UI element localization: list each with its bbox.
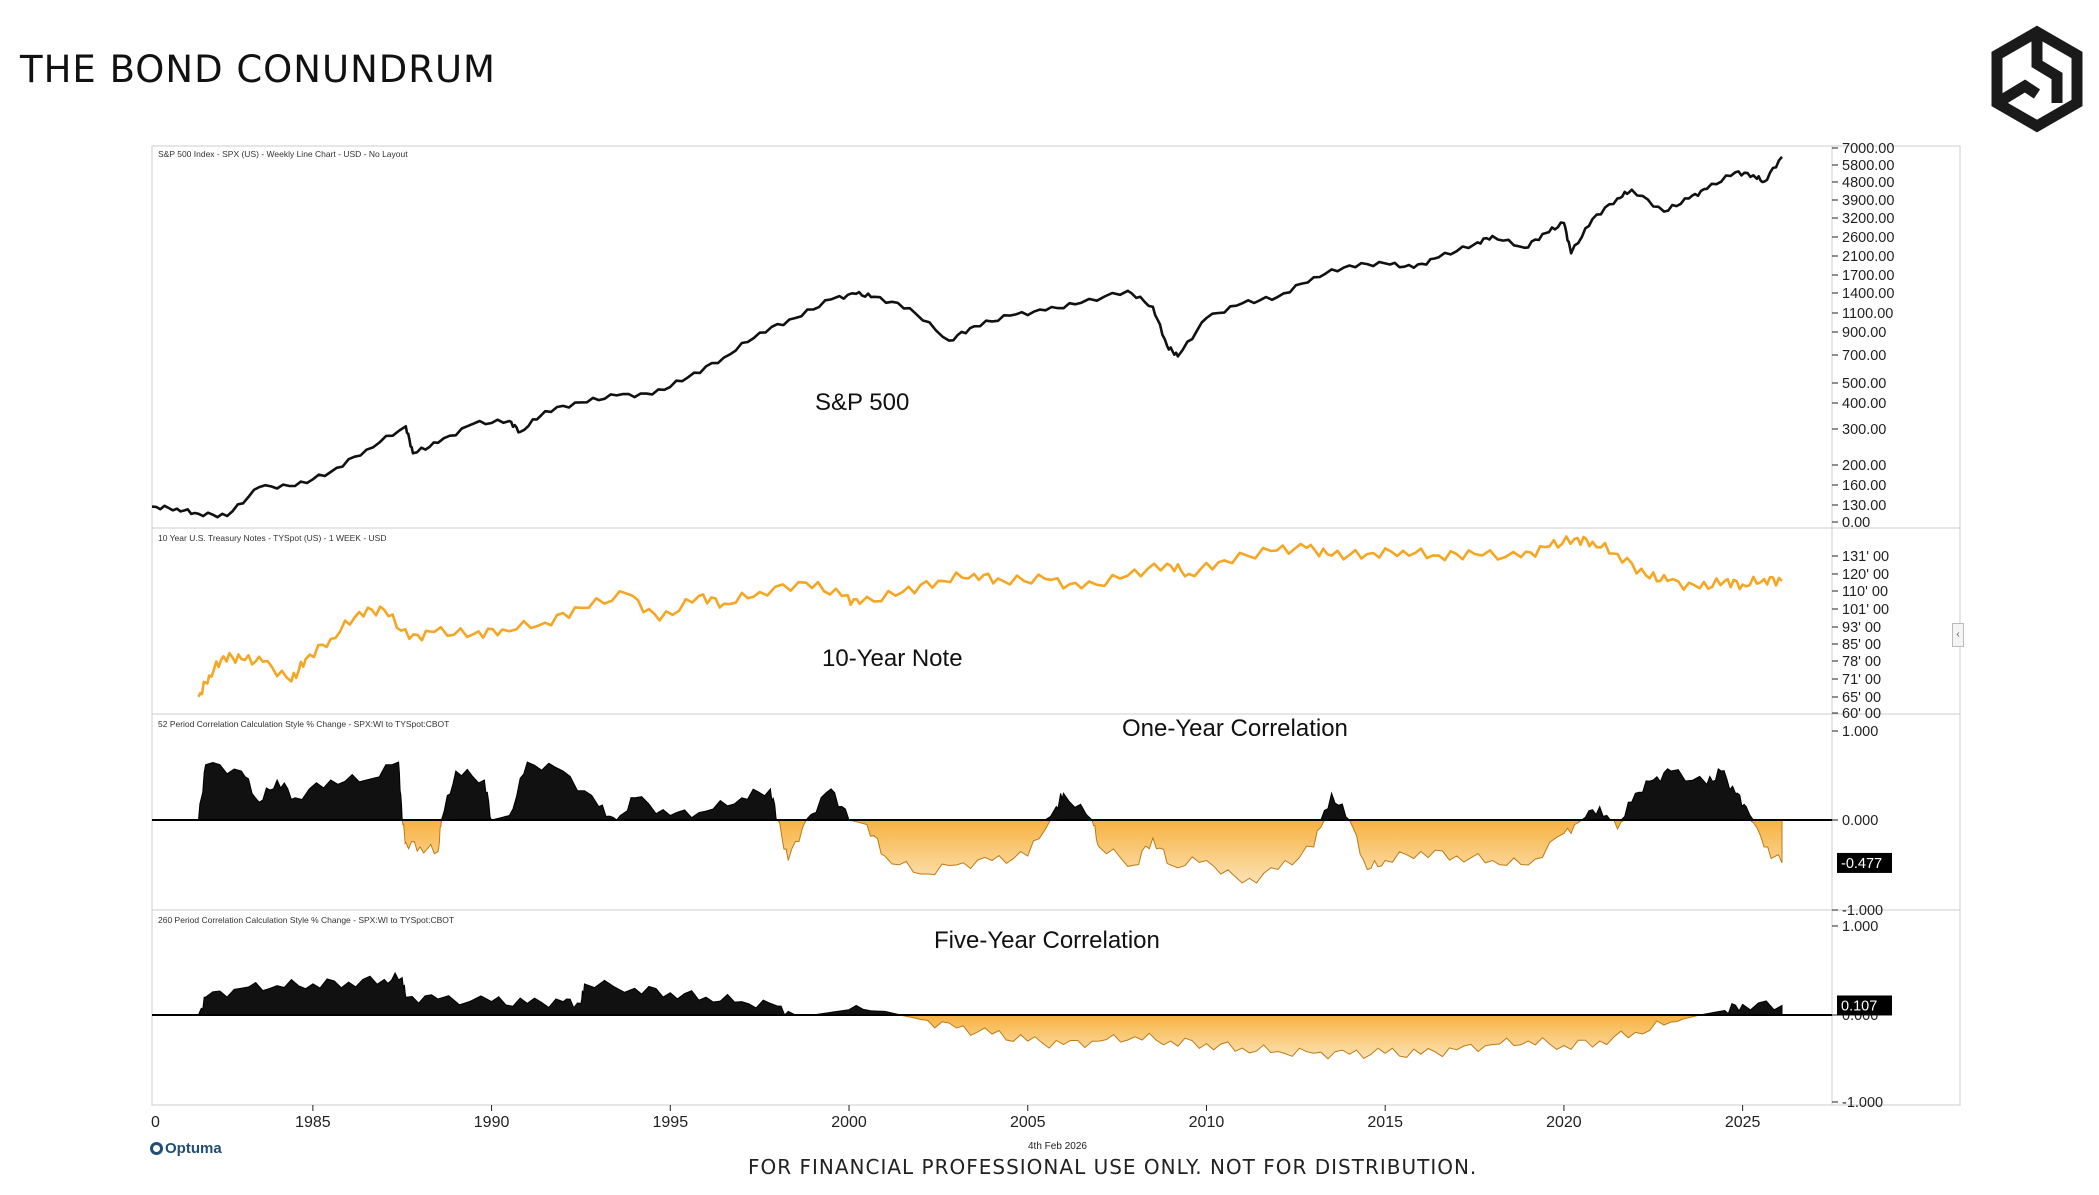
spx-header: S&P 500 Index - SPX (US) - Weekly Line C… [158, 149, 408, 159]
spx-tick-label: 2100.00 [1842, 249, 1894, 265]
corr52-negative-area [198, 819, 1783, 884]
ty-tick-label: 131' 00 [1842, 549, 1889, 565]
spx-tick-label: 500.00 [1842, 376, 1886, 392]
corr260-last-value-label: 0.107 [1841, 998, 1877, 1014]
x-axis-edge-label: 0 [151, 1114, 160, 1131]
corr52-positive-area [197, 761, 1782, 821]
page-title: THE BOND CONUNDRUM [20, 48, 496, 91]
spx-tick-label: 2600.00 [1842, 230, 1894, 246]
ty-header: 10 Year U.S. Treasury Notes - TYSpot (US… [158, 533, 386, 543]
spx-tick-label: 3200.00 [1842, 211, 1894, 227]
x-tick-label: 2010 [1189, 1114, 1225, 1131]
corr260-positive-area [197, 971, 1783, 1016]
spx-tick-label: 300.00 [1842, 422, 1886, 438]
spx-series-line [151, 156, 1783, 519]
optuma-icon [150, 1142, 163, 1155]
ty-label: 10-Year Note [822, 645, 963, 672]
spx-tick-label: 160.00 [1842, 478, 1886, 494]
ty-tick-label: 93' 00 [1842, 620, 1881, 636]
vendor-name: Optuma [165, 1140, 222, 1157]
spx-tick-label: 700.00 [1842, 348, 1886, 364]
brand-logo-icon [1991, 25, 2083, 133]
spx-tick-label: 400.00 [1842, 396, 1886, 412]
x-tick-label: 2025 [1725, 1114, 1761, 1131]
vendor-logo: Optuma [150, 1140, 222, 1157]
spx-tick-label: 3900.00 [1842, 193, 1894, 209]
spx-tick-label: 4800.00 [1842, 175, 1894, 191]
ty-tick-label: 101' 00 [1842, 602, 1889, 618]
corr52-tick-label: 0.000 [1842, 813, 1878, 829]
ty-tick-label: 71' 00 [1842, 672, 1881, 688]
x-tick-label: 2005 [1010, 1114, 1046, 1131]
corr260-label: Five-Year Correlation [934, 927, 1160, 954]
ty-tick-label: 85' 00 [1842, 637, 1881, 653]
corr52-last-value-badge [1837, 852, 1892, 873]
ty-tick-label: 65' 00 [1842, 690, 1881, 706]
ty-tick-label: 110' 00 [1842, 584, 1888, 600]
ty-tick-label: 60' 00 [1842, 706, 1881, 722]
corr52-last-value-label: -0.477 [1841, 856, 1882, 872]
spx-tick-label: 1400.00 [1842, 286, 1894, 302]
ty-tick-label: 120' 00 [1842, 567, 1889, 583]
corr52-tick-label: 1.000 [1842, 724, 1878, 740]
x-tick-label: 1990 [474, 1114, 510, 1131]
chart-frame [151, 145, 1961, 1106]
spx-tick-label: 1100.00 [1842, 306, 1893, 322]
x-tick-label: 2000 [831, 1114, 867, 1131]
corr260-header: 260 Period Correlation Calculation Style… [158, 915, 454, 925]
corr52-tick-label: -1.000 [1842, 903, 1883, 919]
corr260-tick-label: 1.000 [1842, 919, 1878, 935]
spx-tick-label: 0.00 [1842, 515, 1870, 531]
corr52-label: One-Year Correlation [1122, 715, 1348, 742]
spx-tick-label: 130.00 [1842, 498, 1886, 514]
collapse-panel-icon[interactable]: ‹ [1952, 623, 1964, 647]
spx-tick-label: 900.00 [1842, 325, 1886, 341]
spx-tick-label: 7000.00 [1842, 141, 1894, 157]
spx-tick-label: 200.00 [1842, 458, 1886, 474]
corr260-negative-area [198, 1014, 1782, 1060]
footer-disclaimer: FOR FINANCIAL PROFESSIONAL USE ONLY. NOT… [748, 1155, 1478, 1179]
spx-tick-label: 5800.00 [1842, 158, 1894, 174]
spx-tick-label: 1700.00 [1842, 268, 1894, 284]
corr52-header: 52 Period Correlation Calculation Style … [158, 719, 449, 729]
ty-tick-label: 78' 00 [1842, 654, 1881, 670]
x-tick-label: 1995 [653, 1114, 689, 1131]
date-stamp: 4th Feb 2026 [1028, 1141, 1087, 1152]
spx-label: S&P 500 [815, 389, 909, 416]
x-tick-label: 2020 [1546, 1114, 1582, 1131]
corr260-last-value-badge [1837, 995, 1892, 1016]
x-tick-label: 1985 [295, 1114, 331, 1131]
x-tick-label: 2015 [1367, 1114, 1403, 1131]
corr260-tick-label: -1.000 [1842, 1095, 1883, 1111]
ty-series-line [197, 535, 1783, 698]
